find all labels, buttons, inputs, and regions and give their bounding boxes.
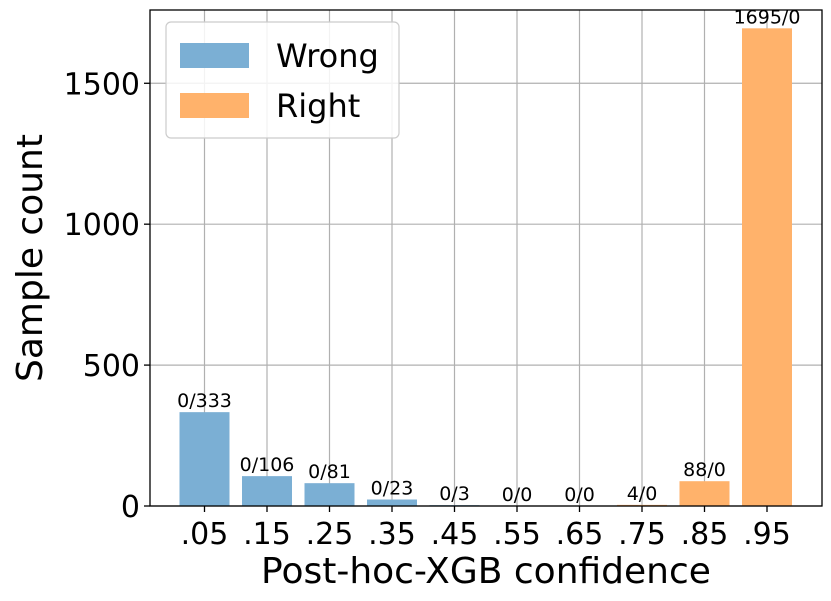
- bar-value-label: 0/3: [439, 483, 470, 505]
- x-tick-label: .05: [181, 517, 229, 552]
- y-axis-title: Sample count: [10, 134, 51, 382]
- bar-labels-layer: 0/333 0/106 0/81 0/23 0/3 0/0 0/0 4/0 88/0 1695/0: [177, 6, 800, 506]
- bar-wrong-05: [179, 412, 230, 506]
- bar-wrong-15: [242, 476, 292, 506]
- y-tick-label: 0: [121, 490, 140, 525]
- y-tick-label: 1000: [64, 208, 140, 243]
- legend-swatch-right: [180, 93, 249, 118]
- x-tick-label: .85: [681, 517, 729, 552]
- x-tick-label: .75: [618, 517, 666, 552]
- legend-label-wrong: Wrong: [276, 37, 379, 75]
- bars-layer: [179, 28, 792, 507]
- legend-swatch-wrong: [180, 43, 249, 68]
- bar-value-label: 0/333: [177, 390, 232, 412]
- x-tick-label: .45: [431, 517, 479, 552]
- plot-frame: [149, 9, 823, 507]
- x-tick-label: .65: [556, 517, 604, 552]
- bar-value-label: 0/23: [371, 478, 414, 500]
- bar-value-label: 88/0: [683, 459, 726, 481]
- bar-value-label: 4/0: [627, 483, 658, 505]
- bar-value-label: 1695/0: [734, 6, 801, 28]
- x-axis-title: Post-hoc-XGB confidence: [261, 551, 711, 592]
- bar-value-label: 0/81: [308, 461, 351, 483]
- x-tick-label: .15: [243, 517, 291, 552]
- bar-right-95: [742, 28, 792, 507]
- axis-layer: 0 500 1000 1500 .05 .15 .25 .35 .45 .55 .65 .75 .85.…: [64, 9, 823, 552]
- bar-right-85: [679, 481, 730, 506]
- bar-wrong-25: [304, 483, 355, 506]
- bar-value-label: 0/0: [502, 484, 533, 506]
- x-tick-label: .55: [493, 517, 541, 552]
- x-tick-label: .25: [306, 517, 354, 552]
- x-tick-label: .35: [368, 517, 416, 552]
- x-tick-label: .95: [743, 517, 791, 552]
- legend-label-right: Right: [276, 87, 360, 125]
- bar-wrong-35: [367, 499, 417, 506]
- legend: Wrong Right: [165, 21, 400, 139]
- bar-value-label: 0/0: [564, 484, 595, 506]
- bar-value-label: 0/106: [240, 454, 295, 476]
- y-tick-label: 1500: [64, 67, 140, 102]
- y-tick-label: 500: [83, 349, 140, 384]
